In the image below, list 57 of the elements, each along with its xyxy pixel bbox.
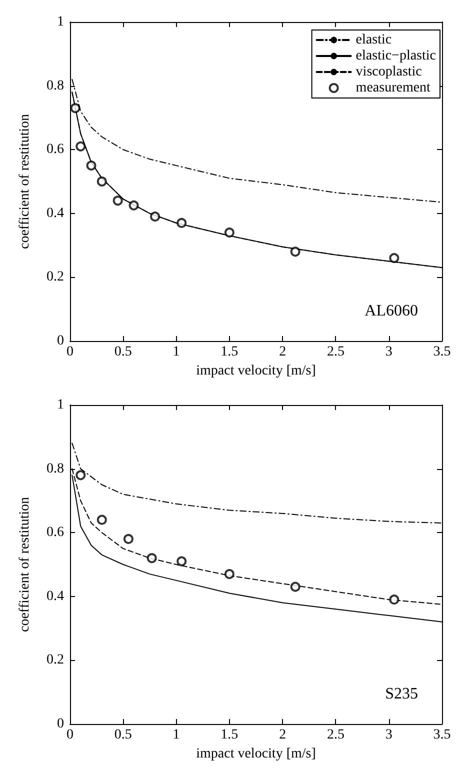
x-tick-label: 3 xyxy=(385,728,392,742)
x-tick-label: 3 xyxy=(385,344,392,360)
point xyxy=(389,253,400,264)
y-tick-label: 1 xyxy=(57,398,64,412)
y-tick-label: 0.8 xyxy=(46,78,64,94)
y-axis-title: coefficient of restitution xyxy=(18,496,32,632)
point xyxy=(96,176,107,186)
x-tick-label: 3.5 xyxy=(433,344,451,360)
x-tick-label: 1 xyxy=(172,728,180,742)
point xyxy=(176,218,187,228)
y-axis-title: coefficient of restitution xyxy=(18,114,32,250)
point xyxy=(150,212,160,222)
point xyxy=(146,553,157,564)
legend-label: viscoplastic xyxy=(356,64,422,80)
point xyxy=(389,594,400,605)
point xyxy=(290,246,300,257)
point xyxy=(86,160,96,171)
x-tick-label: 0.5 xyxy=(114,728,132,742)
y-tick-label: 0 xyxy=(57,334,64,348)
point xyxy=(112,196,123,206)
x-tick-label: 1.5 xyxy=(220,344,238,360)
point xyxy=(224,228,234,238)
y-tick-label: 0 xyxy=(57,716,64,732)
point xyxy=(76,470,86,480)
y-tick-label: 0.4 xyxy=(46,588,64,604)
legend-label: elastic−plastic xyxy=(356,48,436,64)
point xyxy=(224,569,234,580)
x-tick-label: 2.5 xyxy=(326,728,344,742)
point xyxy=(96,514,107,525)
point xyxy=(70,103,80,114)
y-tick-label: 0.8 xyxy=(46,461,64,476)
y-tick-label: 0.2 xyxy=(46,652,64,668)
x-axis-title: impact velocity [m/s] xyxy=(196,363,316,378)
legend-label: elastic xyxy=(356,32,392,48)
point xyxy=(123,534,134,544)
point xyxy=(290,582,300,592)
x-axis-title: impact velocity [m/s] xyxy=(196,746,316,762)
x-tick-label: 2.5 xyxy=(326,344,344,360)
x-tick-label: 1 xyxy=(172,344,180,360)
y-tick-label: 0.2 xyxy=(46,270,64,285)
point xyxy=(128,200,139,210)
legend-label: measurement xyxy=(356,80,431,96)
x-tick-label: 2 xyxy=(279,728,286,742)
y-tick-label: 1 xyxy=(57,14,64,30)
point xyxy=(76,141,86,152)
x-tick-label: 3.5 xyxy=(433,728,451,742)
y-tick-label: 0.6 xyxy=(46,525,64,540)
annotation: AL6060 xyxy=(364,302,418,320)
point xyxy=(176,556,187,566)
x-tick-label: 1.5 xyxy=(220,728,238,742)
x-tick-label: 0 xyxy=(66,344,74,360)
x-tick-label: 2 xyxy=(279,344,286,360)
x-tick-label: 0.5 xyxy=(114,344,132,360)
y-tick-label: 0.6 xyxy=(46,142,64,158)
x-tick-label: 0 xyxy=(66,728,74,742)
annotation: S235 xyxy=(385,686,418,702)
y-tick-label: 0.4 xyxy=(46,206,64,221)
